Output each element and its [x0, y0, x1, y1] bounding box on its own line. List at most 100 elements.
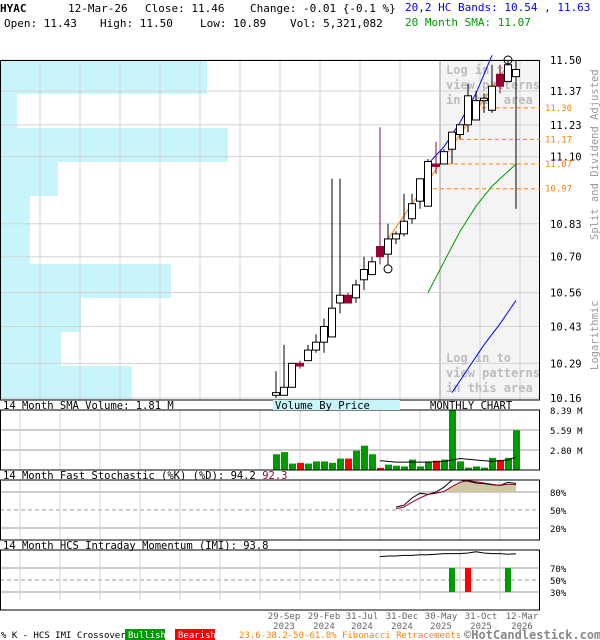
y-tick: 20% [550, 525, 567, 535]
vbp-bar [1, 60, 207, 94]
upper-band [427, 55, 493, 165]
candle-body [336, 294, 344, 304]
y-tick: 11.23 [550, 120, 582, 132]
vbp-label-bg [273, 400, 400, 410]
watermark-text: view patterns [446, 366, 540, 380]
volume-bar [449, 410, 456, 470]
x-tick-year: 2023 [273, 622, 295, 632]
stoch-d-line [395, 480, 517, 510]
y-tick: 50% [550, 577, 567, 587]
crossover-bar [505, 568, 511, 592]
x-tick-month: 12-Mar [506, 612, 539, 622]
x-tick-month: 29-Feb [308, 612, 341, 622]
change: Change: -0.01 {-0.1 %} [250, 2, 396, 15]
volume-bar [329, 462, 336, 470]
sma-20: 20 Month SMA: 11.07 [405, 16, 531, 29]
watermark-text: Log in to [446, 351, 511, 365]
imi-panel: 70% 50% 30% [0, 549, 567, 611]
stoch-label: 14 Month Fast Stochastic (%K) (%D): 94.2… [3, 470, 288, 482]
candle-body [488, 85, 496, 111]
volume-bar [361, 445, 368, 470]
fib-label: 11.07 [545, 160, 572, 170]
x-tick-month: 31-Oct [465, 612, 498, 622]
close: Close: 11.46 [145, 2, 224, 15]
candle-body [384, 238, 392, 255]
candle-body [320, 325, 328, 343]
x-tick-month: 31-Dec [386, 612, 419, 622]
volume-panel: 8.39 M 5.59 M 2.80 M [0, 407, 583, 471]
x-tick-year: 2025 [430, 622, 452, 632]
candle-body [480, 97, 488, 102]
volume-bar [497, 459, 504, 470]
date: 12-Mar-26 [68, 2, 128, 15]
stoch-fill [444, 480, 516, 492]
volume-bar [345, 458, 352, 470]
y-tick: 8.39 M [550, 407, 583, 417]
panel-border [0, 60, 540, 401]
candle-body [272, 392, 280, 396]
volume-bar [305, 463, 312, 470]
bearish-badge: Bearish [178, 631, 216, 640]
y-tick: 10.83 [550, 219, 582, 231]
x-tick-month: 31-Jul [346, 612, 379, 622]
vbp-bar [1, 196, 30, 230]
axis-note-log: Logarithmic [589, 300, 600, 370]
pattern-area [440, 60, 540, 400]
volume-bar [513, 430, 520, 470]
watermark-text: in this area [446, 381, 533, 395]
volume-bar [401, 466, 408, 470]
candle-body [464, 95, 472, 126]
vbp-bar [1, 332, 61, 366]
volume-bar [425, 461, 432, 470]
candle-body [328, 307, 336, 338]
panel-border [0, 479, 540, 541]
fib-legend: 23.6-38.2-50-61.8% Fibonacci Retracement… [239, 631, 461, 640]
y-tick: 80% [550, 489, 567, 499]
volume-bar [313, 461, 320, 470]
candle-body [424, 161, 432, 207]
volume-bar [289, 463, 296, 470]
volume-bar [457, 461, 464, 470]
fib-label: 11.17 [545, 135, 572, 145]
candle-body [440, 151, 448, 165]
x-tick-year: 2024 [313, 622, 335, 632]
crossover-bar [449, 568, 455, 592]
x-tick-month: 29-Sep [268, 612, 301, 622]
candle-body [432, 163, 440, 167]
candle-body [312, 341, 320, 351]
pattern-circle [503, 55, 513, 65]
open: Open: 11.43 [4, 17, 77, 30]
imi-label: 14 Month HCS Intraday Momentum (IMI): 93… [3, 540, 269, 552]
x-tick-year: 2024 [391, 622, 413, 632]
high: High: 11.50 [100, 17, 173, 30]
candle-body [448, 131, 456, 150]
y-tick: 11.37 [550, 86, 582, 98]
candle-body [376, 246, 384, 258]
price-panel: 11.50 11.37 11.23 11.10 10.83 10.70 10.56 10.43… [0, 55, 600, 405]
volume-bar [409, 459, 416, 470]
vbp-bar [1, 94, 17, 128]
monthly-chart-label: MONTHLY CHART [430, 400, 513, 412]
volume-bar [465, 467, 472, 470]
volume-bar [369, 454, 376, 470]
y-tick: 70% [550, 565, 567, 575]
volume-bar [353, 450, 360, 470]
volume-bar [377, 467, 384, 470]
candle-body [456, 124, 464, 136]
volume: Vol: 5,321,082 [290, 17, 383, 30]
y-tick: 10.43 [550, 321, 582, 333]
sma-20-line [427, 163, 517, 293]
fib-label: 11.30 [545, 104, 572, 114]
bearish-badge-bg [175, 629, 215, 640]
candle-body [416, 178, 424, 202]
panel-border [0, 549, 540, 611]
low: Low: 10.89 [200, 17, 266, 30]
candle-body [504, 64, 512, 82]
volume-bar [473, 466, 480, 470]
x-tick-year: 2024 [351, 622, 373, 632]
y-tick: 10.70 [550, 252, 582, 264]
y-tick: 10.29 [550, 358, 582, 370]
volume-bar [481, 467, 488, 470]
vbp-label: Volume By Price [275, 400, 370, 412]
ticker: HYAC [0, 2, 27, 15]
